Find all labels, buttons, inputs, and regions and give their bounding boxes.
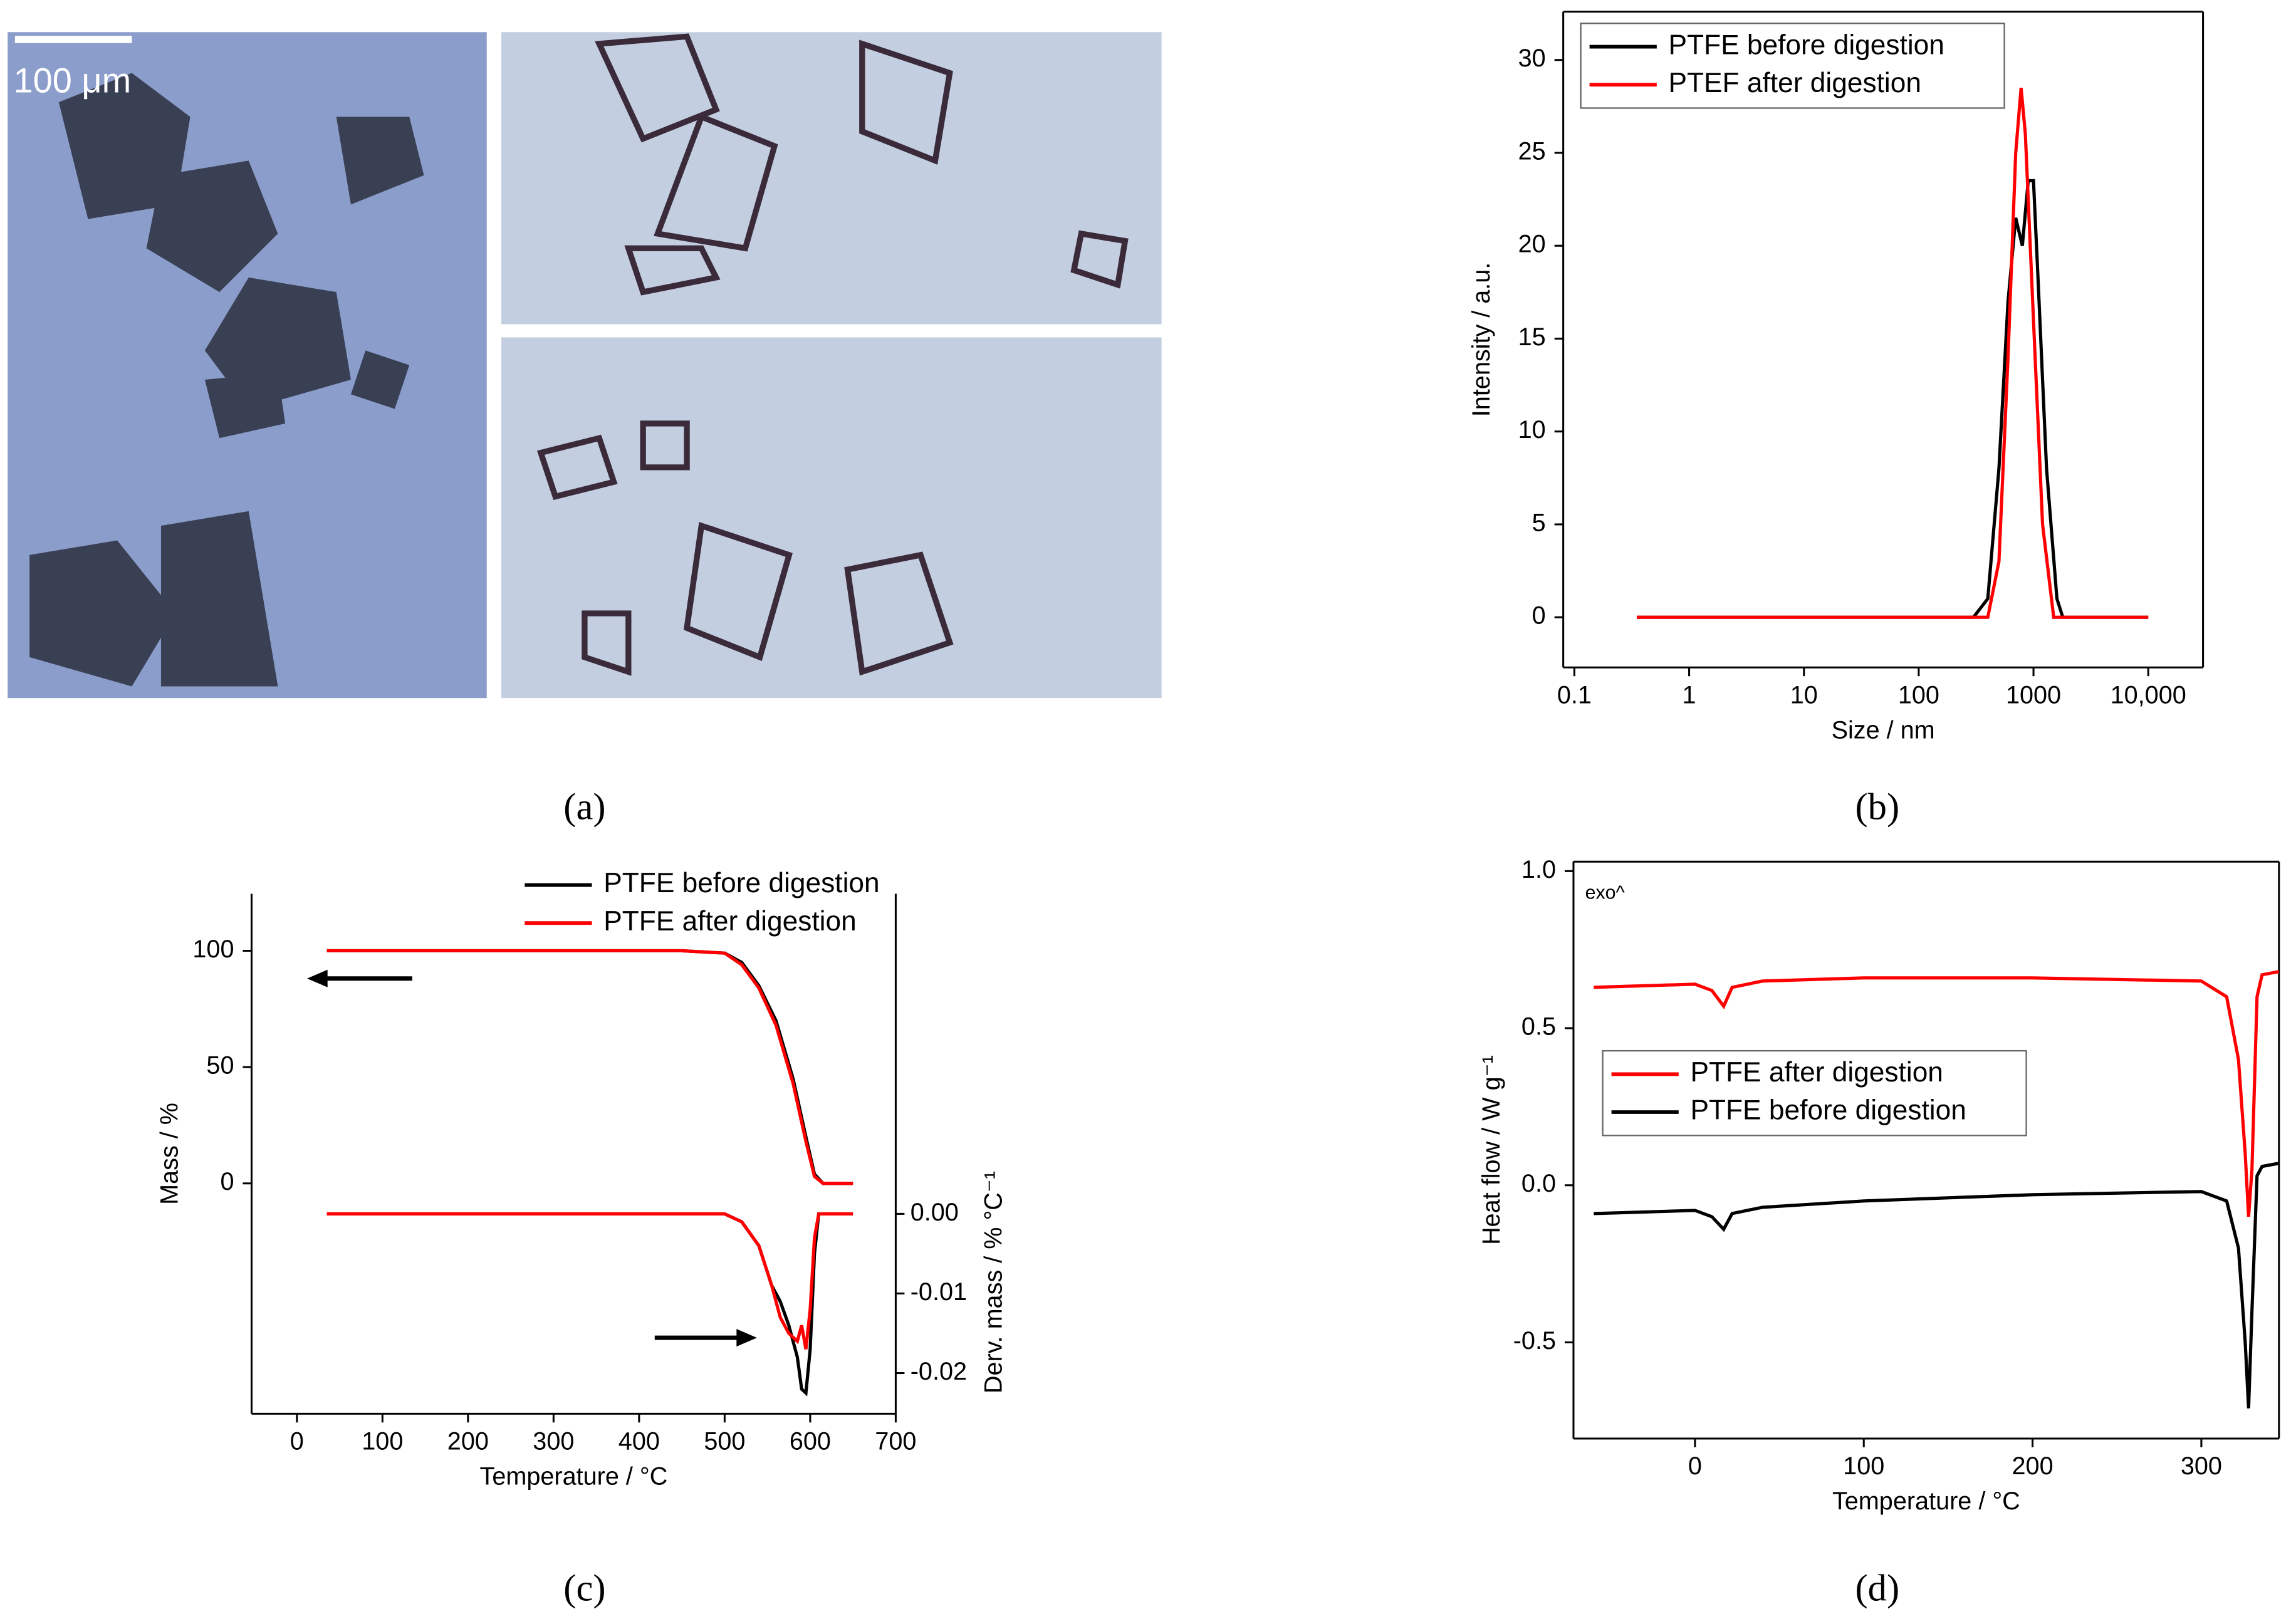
series-line: [1594, 970, 2280, 1217]
y-tick-label: 25: [1518, 137, 1546, 165]
x-tick-label: 0: [290, 1427, 304, 1455]
y2-tick-label: -0.02: [911, 1358, 967, 1385]
panel-label: (b): [1855, 786, 1899, 828]
x-tick-label: 300: [2181, 1452, 2222, 1480]
x-tick-label: 100: [1843, 1452, 1884, 1480]
y-tick-label: 30: [1518, 44, 1546, 72]
series-line: [1637, 87, 2149, 619]
x-tick-label: 10: [1790, 681, 1818, 709]
legend-label: PTFE before digestion: [1668, 29, 1944, 60]
series-line: [326, 1212, 853, 1350]
y-tick-label: 10: [1518, 416, 1546, 444]
x-tick-label: 200: [2012, 1452, 2054, 1480]
particles-right: [536, 33, 1129, 676]
x-tick-label: 0: [1688, 1452, 1702, 1480]
x-tick-label: 100: [1898, 681, 1939, 709]
y-tick-label: -0.5: [1513, 1327, 1556, 1355]
y-tick-label: 1.0: [1521, 856, 1556, 883]
legend-label: PTFE before digestion: [603, 868, 879, 898]
legend-label: PTEF after digestion: [1668, 68, 1921, 98]
panel-label: (c): [563, 1568, 605, 1610]
series-line: [326, 1212, 853, 1397]
legend-frame: [1580, 23, 2005, 109]
y-axis-label: Mass / %: [156, 1103, 184, 1205]
x-tick-label: 1: [1683, 681, 1696, 709]
y-tick-label: 5: [1532, 509, 1546, 536]
arrows: [307, 969, 757, 1347]
x-tick-label: 1000: [2006, 681, 2061, 709]
series-line: [326, 949, 853, 1185]
y-tick-label: 0.5: [1521, 1013, 1556, 1041]
panel-label: (a): [563, 786, 605, 828]
micrograph-bottom-right: [501, 337, 1162, 699]
legend-frame: [1602, 1049, 2027, 1137]
x-axis-label: Size / nm: [1832, 716, 1935, 744]
y-axis-label: Intensity / a.u.: [1468, 263, 1495, 417]
annotation: exo^: [1585, 883, 1626, 903]
scale-bar-label: 100 μm: [14, 61, 132, 100]
y2-axis-label: Derv. mass / % °C⁻¹: [979, 1171, 1007, 1393]
x-tick-label: 600: [790, 1427, 831, 1455]
y-tick-label: 50: [206, 1052, 234, 1080]
series-line: [1637, 179, 2149, 619]
particles: [29, 73, 424, 687]
x-tick-label: 500: [704, 1427, 745, 1455]
panel-label: (d): [1855, 1568, 1899, 1610]
x-axis-label: Temperature / °C: [480, 1462, 668, 1490]
y-tick-label: 0.0: [1521, 1170, 1556, 1197]
micrograph-top-right: [501, 32, 1162, 325]
legend-label: PTFE after digestion: [603, 906, 856, 937]
x-tick-label: 200: [447, 1427, 489, 1455]
y2-tick-label: 0.00: [911, 1199, 959, 1226]
x-tick-label: 700: [875, 1427, 916, 1455]
y-tick-label: 100: [192, 935, 234, 963]
series-line: [326, 949, 853, 1185]
legend-label: PTFE before digestion: [1690, 1095, 1966, 1126]
series-line: [1594, 1162, 2280, 1408]
y2-tick-label: -0.01: [911, 1278, 967, 1306]
x-axis-label: Temperature / °C: [1832, 1487, 2020, 1515]
y-tick-label: 15: [1518, 323, 1546, 351]
micrographs: 100 μm: [8, 32, 1162, 699]
y-tick-label: 20: [1518, 231, 1546, 258]
y-tick-label: 0: [220, 1168, 234, 1195]
x-tick-label: 100: [362, 1427, 403, 1455]
x-tick-label: 10,000: [2111, 681, 2186, 709]
x-tick-label: 400: [618, 1427, 660, 1455]
legend-label: PTFE after digestion: [1690, 1057, 1943, 1088]
y-tick-label: 0: [1532, 602, 1546, 630]
x-tick-label: 300: [533, 1427, 574, 1455]
x-tick-label: 0.1: [1557, 681, 1592, 709]
y-axis-label: Heat flow / W g⁻¹: [1478, 1055, 1505, 1245]
